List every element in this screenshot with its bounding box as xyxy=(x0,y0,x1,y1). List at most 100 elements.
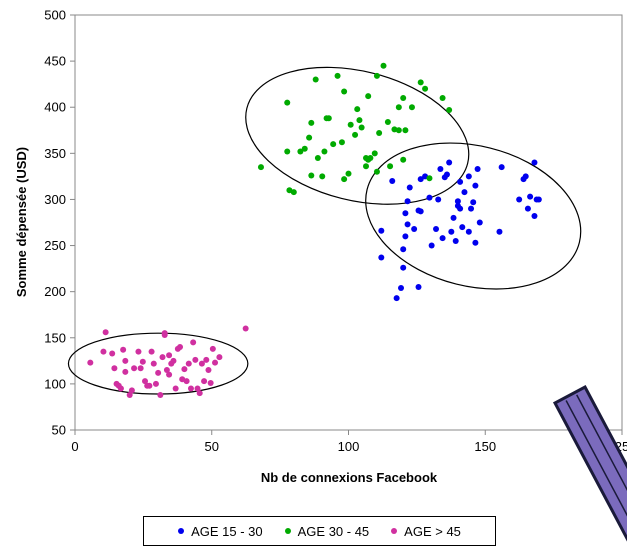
data-point xyxy=(448,228,455,235)
legend-marker xyxy=(178,528,185,534)
data-point xyxy=(131,365,138,372)
data-point xyxy=(319,173,326,180)
data-point xyxy=(216,354,223,361)
data-point xyxy=(314,154,321,161)
data-point xyxy=(402,210,409,217)
data-point xyxy=(398,284,405,291)
data-point xyxy=(378,227,385,234)
y-axis-title: Somme dépensée (USD) xyxy=(14,147,29,297)
data-point xyxy=(334,72,341,79)
data-point xyxy=(150,360,157,367)
cluster-ellipse xyxy=(245,66,470,205)
data-point xyxy=(426,175,433,182)
data-point xyxy=(465,228,472,235)
data-point xyxy=(472,239,479,246)
data-point xyxy=(516,196,523,203)
data-point xyxy=(142,378,149,385)
data-point xyxy=(384,118,391,125)
data-point xyxy=(404,198,411,205)
data-point xyxy=(457,205,464,212)
data-point xyxy=(367,154,374,161)
data-point xyxy=(177,344,184,350)
data-point xyxy=(404,221,411,228)
data-point xyxy=(163,367,170,374)
data-point xyxy=(111,365,118,372)
data-point xyxy=(443,171,450,178)
data-point xyxy=(373,72,380,79)
data-point xyxy=(352,131,359,138)
cluster-ellipse xyxy=(365,142,582,290)
data-point xyxy=(400,156,407,163)
series-0 xyxy=(378,159,542,302)
data-point xyxy=(212,359,219,366)
data-point xyxy=(363,163,370,170)
y-tick-label: 150 xyxy=(44,330,66,345)
data-point xyxy=(166,352,173,359)
legend-item-age-over-45: AGE > 45 xyxy=(391,524,461,539)
data-point xyxy=(122,368,129,375)
data-point xyxy=(439,235,446,242)
data-point xyxy=(330,141,337,148)
data-point xyxy=(358,124,365,131)
data-point xyxy=(472,182,479,189)
data-point xyxy=(301,145,308,152)
y-tick-label: 350 xyxy=(44,146,66,161)
data-point xyxy=(135,348,142,355)
data-point xyxy=(428,242,435,249)
data-point xyxy=(531,213,538,220)
data-point xyxy=(527,193,534,200)
legend: AGE 15 - 30 AGE 30 - 45 AGE > 45 xyxy=(143,516,496,546)
data-point xyxy=(476,219,483,226)
data-point xyxy=(356,117,363,124)
data-point xyxy=(161,332,168,339)
legend-item-age-15-30: AGE 15 - 30 xyxy=(178,524,263,539)
data-point xyxy=(209,345,216,352)
data-point xyxy=(341,88,348,95)
data-point xyxy=(148,348,155,355)
data-point xyxy=(474,166,481,173)
data-point xyxy=(297,148,304,155)
data-point xyxy=(312,76,319,83)
x-tick-label: 50 xyxy=(205,439,219,454)
data-point xyxy=(417,176,424,183)
x-tick-label: 150 xyxy=(474,439,496,454)
data-point xyxy=(459,224,466,231)
data-point xyxy=(190,339,197,346)
data-point xyxy=(435,196,442,203)
data-point xyxy=(406,184,413,191)
data-point xyxy=(308,119,315,126)
data-point xyxy=(373,168,380,175)
data-point xyxy=(201,378,208,385)
data-point xyxy=(284,99,291,106)
data-point xyxy=(402,127,409,134)
data-point xyxy=(338,139,345,146)
data-point xyxy=(498,164,505,171)
data-point xyxy=(454,198,461,205)
data-point xyxy=(87,359,94,366)
data-point xyxy=(100,348,107,355)
legend-label: AGE > 45 xyxy=(404,523,461,539)
data-point xyxy=(242,325,249,332)
data-point xyxy=(457,178,464,185)
data-point xyxy=(461,189,468,196)
data-point xyxy=(102,329,109,336)
y-tick-label: 300 xyxy=(44,192,66,207)
data-point xyxy=(468,205,475,212)
data-point xyxy=(347,121,354,128)
data-point xyxy=(437,166,444,173)
data-point xyxy=(531,159,538,166)
data-point xyxy=(389,178,396,184)
data-point xyxy=(155,369,162,376)
y-tick-label: 200 xyxy=(44,284,66,299)
data-point xyxy=(139,358,146,365)
data-point xyxy=(284,148,291,155)
legend-label: AGE 30 - 45 xyxy=(297,523,370,539)
data-point xyxy=(417,208,424,215)
data-point xyxy=(433,225,440,232)
data-point xyxy=(535,196,542,203)
data-point xyxy=(166,371,173,378)
data-point xyxy=(452,237,459,244)
data-point xyxy=(198,360,205,367)
data-point xyxy=(354,106,361,113)
series-1 xyxy=(257,62,453,196)
